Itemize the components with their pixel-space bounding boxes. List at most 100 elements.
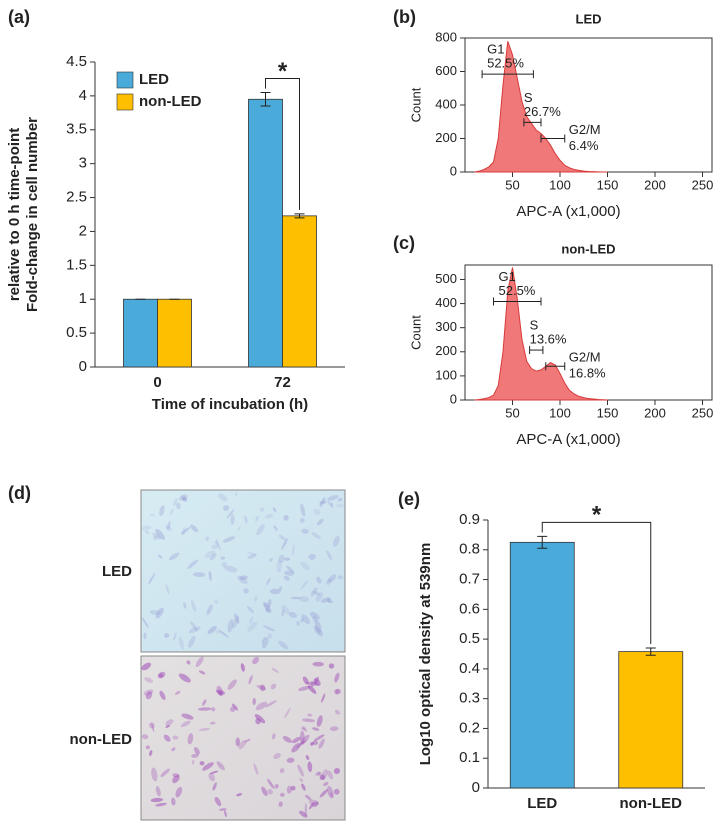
cell <box>172 775 180 784</box>
cell <box>255 701 268 711</box>
x-tick-label: 100 <box>549 177 571 192</box>
cell <box>319 774 326 781</box>
cell <box>214 540 222 551</box>
cell <box>288 611 298 618</box>
cell <box>180 494 187 503</box>
y-tick-label: 500 <box>435 271 457 286</box>
cell <box>259 507 265 512</box>
cell <box>310 680 314 688</box>
y-tick-label: 0 <box>79 358 87 375</box>
gate-percent: 26.7% <box>524 104 561 119</box>
cell <box>299 596 310 603</box>
cell <box>149 610 161 615</box>
x-tick-label: 250 <box>692 405 714 420</box>
cell <box>180 720 191 728</box>
cell <box>319 500 327 505</box>
bar <box>248 98 283 368</box>
cell <box>297 764 304 777</box>
image-label: non-LED <box>70 731 133 748</box>
cell <box>234 613 240 624</box>
cell <box>319 789 328 798</box>
cell <box>155 786 161 797</box>
cell <box>302 676 309 685</box>
cell <box>328 574 337 583</box>
cell <box>230 514 235 525</box>
cell <box>255 516 259 522</box>
cell <box>286 785 292 794</box>
cell <box>261 786 268 797</box>
cell <box>211 544 218 550</box>
cell <box>219 630 229 638</box>
cell <box>198 670 206 675</box>
panel-label: (c) <box>393 233 415 253</box>
cell <box>290 596 302 600</box>
cell <box>216 685 224 697</box>
y-tick-label: 0.5 <box>66 324 87 341</box>
cells <box>141 656 341 818</box>
cell <box>315 771 321 776</box>
x-tick-label: 0 <box>153 374 161 391</box>
y-tick-label: 200 <box>435 343 457 358</box>
cell <box>141 525 152 531</box>
cell <box>316 576 322 584</box>
cell <box>209 721 216 725</box>
cell <box>175 690 181 695</box>
cell <box>313 508 321 515</box>
cell <box>240 663 245 672</box>
cell <box>300 734 310 745</box>
cells <box>141 491 344 650</box>
cell <box>223 505 230 512</box>
cell <box>314 619 322 634</box>
x-tick-label: 250 <box>692 177 714 192</box>
cell <box>265 700 277 708</box>
cell <box>310 741 314 746</box>
cell <box>229 706 236 712</box>
cell <box>165 583 170 595</box>
cell <box>276 559 282 573</box>
cell <box>236 793 243 797</box>
legend-swatch <box>116 93 134 111</box>
cell <box>312 801 319 807</box>
cell <box>207 625 217 634</box>
y-tick-label: 0 <box>450 163 457 178</box>
cell <box>278 586 283 591</box>
cell <box>261 637 269 649</box>
cell <box>171 747 176 752</box>
y-tick-label: 400 <box>435 96 457 111</box>
gate-percent: 52.5% <box>499 283 536 298</box>
legend-label: non-LED <box>139 93 202 110</box>
cell <box>299 778 304 782</box>
cell <box>215 629 221 634</box>
cell <box>286 757 295 763</box>
cell <box>159 690 166 701</box>
cell <box>150 797 164 803</box>
cell <box>299 730 305 745</box>
cell <box>238 739 247 750</box>
cell <box>313 625 324 637</box>
cell <box>178 494 188 501</box>
cell <box>227 618 234 633</box>
cell <box>334 688 341 695</box>
gate-name: G1 <box>487 42 504 57</box>
y-tick-label: 0.1 <box>459 749 480 766</box>
error-bar <box>294 213 305 219</box>
y-tick-label: 2.5 <box>66 189 87 206</box>
bar <box>123 298 158 368</box>
cell <box>309 802 314 810</box>
cell <box>165 719 174 726</box>
cell <box>163 734 171 742</box>
cell <box>217 690 223 696</box>
panel-label: (d) <box>8 483 31 503</box>
y-tick-label: 0.3 <box>459 690 480 707</box>
cell <box>212 782 217 791</box>
cell <box>286 565 295 574</box>
cell <box>281 538 288 550</box>
cell <box>329 792 334 798</box>
error-bar <box>537 535 548 549</box>
cell <box>309 611 320 620</box>
y-tick-label: 3.5 <box>66 121 87 138</box>
cell <box>252 697 256 706</box>
cell <box>232 615 240 629</box>
cell <box>321 693 326 703</box>
panel-label: (b) <box>393 7 416 27</box>
